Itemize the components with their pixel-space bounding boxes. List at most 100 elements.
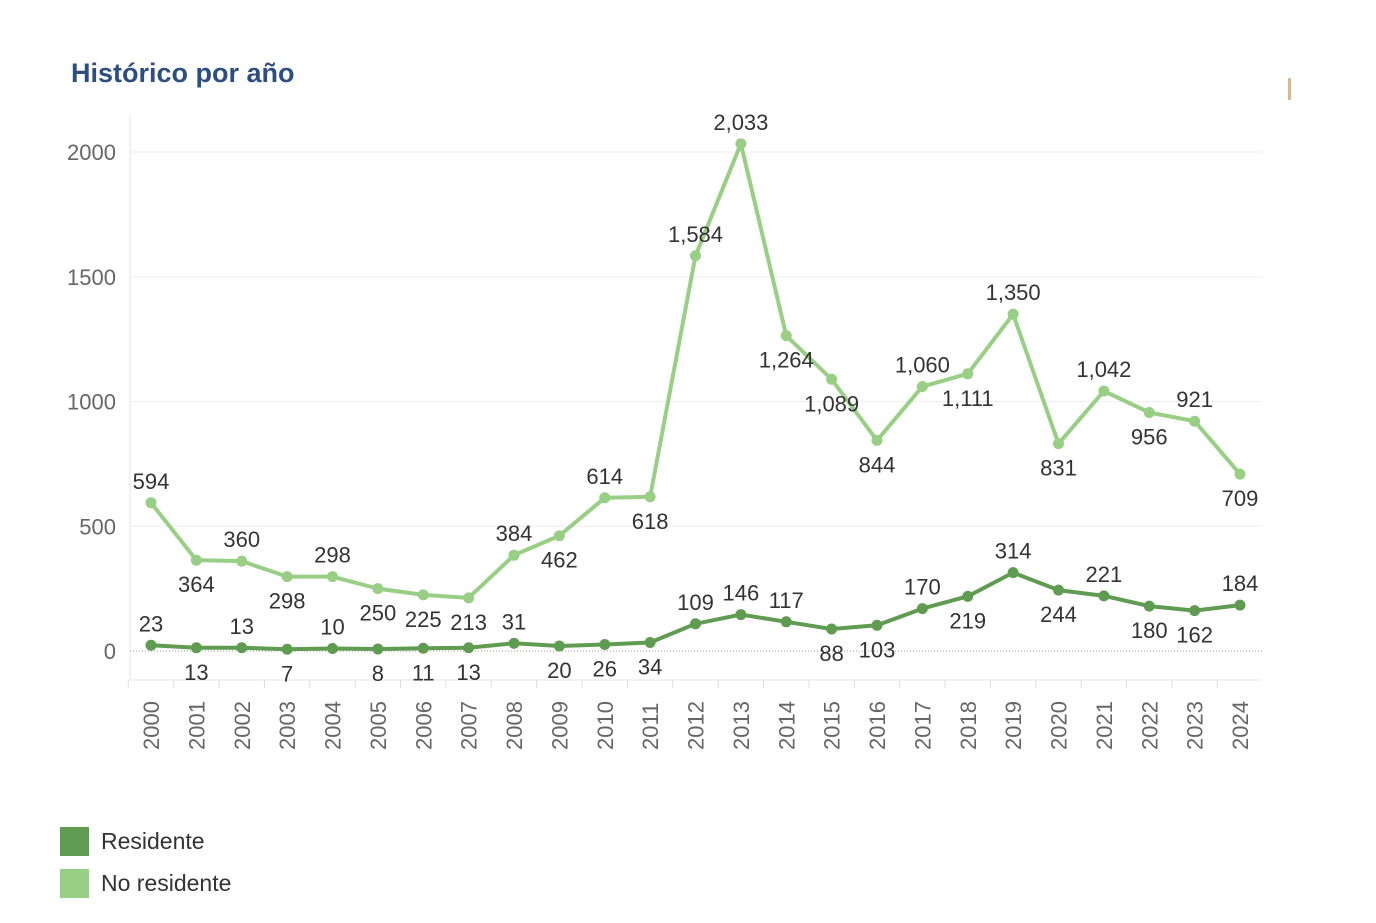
data-label: 13 — [230, 614, 254, 639]
data-point — [1098, 590, 1110, 602]
data-point — [1143, 600, 1155, 612]
legend-label: Residente — [101, 828, 205, 854]
data-point — [644, 491, 656, 503]
legend-swatch — [60, 827, 89, 856]
data-label: 180 — [1131, 618, 1168, 643]
data-label: 103 — [859, 637, 896, 662]
legend-item-residente[interactable]: Residente — [60, 827, 205, 856]
data-point — [916, 603, 928, 615]
x-tick-label: 2003 — [275, 701, 300, 750]
x-tick-label: 2018 — [956, 701, 981, 750]
data-label: 31 — [502, 609, 526, 634]
data-label: 360 — [223, 527, 260, 552]
data-point — [1234, 468, 1246, 480]
x-tick-label: 2004 — [321, 701, 346, 750]
data-point — [690, 250, 701, 262]
data-label: 34 — [638, 655, 662, 680]
data-label: 244 — [1040, 602, 1077, 627]
data-point — [553, 530, 565, 542]
data-point — [553, 640, 565, 652]
x-tick-label: 2020 — [1047, 701, 1072, 750]
data-point — [690, 618, 701, 630]
data-label: 146 — [723, 581, 760, 606]
data-point — [1053, 438, 1064, 450]
x-tick-label: 2000 — [139, 701, 164, 750]
x-tick-label: 2023 — [1183, 701, 1208, 750]
data-label: 594 — [133, 469, 170, 494]
data-label: 1,111 — [942, 386, 994, 411]
x-tick-label: 2005 — [366, 701, 391, 750]
data-point — [826, 373, 838, 385]
data-point — [236, 555, 248, 567]
data-label: 219 — [949, 608, 986, 633]
data-label: 221 — [1086, 562, 1123, 587]
data-label: 213 — [450, 610, 487, 635]
data-point — [145, 639, 157, 651]
data-label: 88 — [819, 641, 843, 666]
data-label: 162 — [1176, 623, 1213, 648]
data-label: 314 — [995, 539, 1032, 564]
data-point — [1234, 599, 1246, 611]
data-point — [826, 623, 838, 635]
x-tick-label: 2019 — [1001, 701, 1026, 750]
data-label: 1,584 — [668, 222, 723, 247]
x-tick-label: 2011 — [638, 703, 663, 750]
data-label: 170 — [904, 575, 941, 600]
x-tick-label: 2022 — [1137, 701, 1162, 750]
x-tick-label: 2009 — [547, 701, 572, 750]
data-label: 1,264 — [759, 348, 814, 373]
data-point — [1189, 415, 1201, 427]
data-label: 109 — [677, 590, 714, 615]
data-label: 26 — [593, 657, 617, 682]
data-point — [327, 571, 338, 583]
x-tick-label: 2002 — [230, 701, 255, 750]
y-tick-label: 2000 — [67, 140, 116, 165]
data-point — [281, 571, 293, 583]
data-point — [871, 434, 883, 446]
data-label: 1,350 — [986, 280, 1041, 305]
data-point — [1053, 584, 1064, 596]
data-label: 13 — [456, 660, 480, 685]
data-label: 250 — [360, 601, 397, 626]
data-label: 20 — [547, 658, 571, 683]
data-point — [916, 381, 928, 393]
data-label: 8 — [372, 661, 384, 686]
data-label: 11 — [412, 660, 435, 685]
x-tick-label: 2001 — [184, 701, 209, 750]
data-label: 844 — [859, 452, 896, 477]
data-label: 956 — [1131, 424, 1168, 449]
data-point — [780, 616, 792, 628]
x-tick-label: 2006 — [411, 701, 436, 750]
data-point — [236, 642, 248, 654]
data-point — [599, 639, 611, 651]
x-tick-label: 2017 — [910, 701, 935, 750]
data-point — [281, 643, 293, 655]
data-label: 921 — [1176, 387, 1213, 412]
data-label: 2,033 — [713, 110, 768, 135]
legend-swatch — [60, 869, 89, 898]
data-label: 23 — [139, 611, 163, 636]
data-label: 614 — [586, 464, 623, 489]
data-label: 831 — [1040, 456, 1077, 481]
x-tick-label: 2016 — [865, 701, 890, 750]
data-point — [599, 492, 611, 504]
data-point — [327, 643, 338, 655]
y-tick-label: 500 — [79, 514, 116, 539]
data-point — [417, 642, 429, 654]
x-tick-label: 2024 — [1228, 701, 1253, 750]
data-point — [962, 368, 974, 380]
data-point — [372, 643, 384, 655]
data-point — [735, 138, 747, 150]
legend-item-no-residente[interactable]: No residente — [60, 869, 231, 898]
x-tick-label: 2008 — [502, 701, 527, 750]
chart-title: Histórico por año — [71, 58, 295, 88]
data-point — [1007, 567, 1019, 579]
data-point — [508, 637, 520, 649]
data-label: 1,089 — [804, 391, 859, 416]
data-point — [1098, 385, 1110, 397]
data-point — [190, 642, 202, 654]
data-label: 384 — [496, 521, 533, 546]
y-tick-label: 0 — [104, 639, 116, 664]
data-label: 1,060 — [895, 353, 950, 378]
data-point — [644, 637, 656, 649]
